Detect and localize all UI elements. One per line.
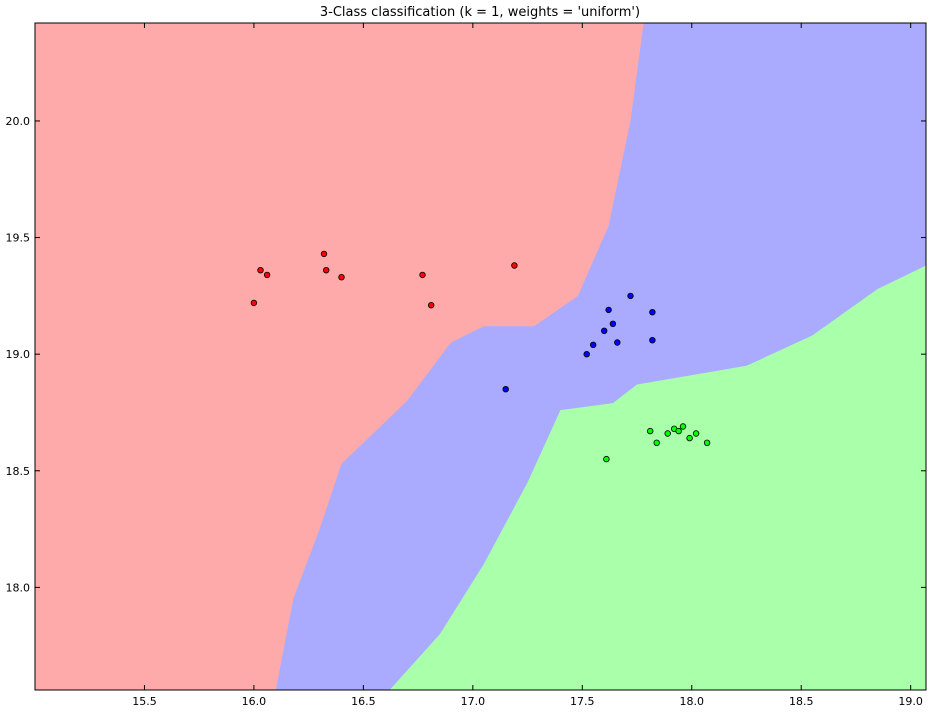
data-point-green [653, 439, 660, 446]
data-point-blue [649, 337, 656, 344]
x-tick-label: 18.5 [789, 695, 814, 708]
data-point-red [320, 250, 328, 258]
data-point-blue [627, 292, 634, 300]
chart-title: 3-Class classification (k = 1, weights =… [320, 5, 640, 20]
y-axis: 18.0 18.5 19.0 19.5 20.0 [6, 115, 926, 594]
data-point-blue [605, 306, 612, 314]
data-point-green [679, 423, 687, 430]
data-point-blue [614, 339, 621, 346]
x-tick-label: 18.0 [680, 695, 705, 708]
data-point-blue [502, 386, 509, 393]
data-point-blue [583, 351, 590, 358]
data-points [250, 250, 711, 463]
x-axis: 15.5 16.0 16.5 17.0 17.5 18.0 18.5 19.0 [132, 23, 923, 708]
data-point-red [338, 274, 345, 281]
data-point-green [703, 439, 711, 446]
data-point-red [419, 271, 426, 279]
data-point-red [257, 267, 264, 274]
y-tick-label: 19.5 [6, 232, 31, 245]
data-point-blue [601, 327, 608, 334]
data-point-green [664, 430, 671, 437]
data-point-green [647, 427, 654, 435]
y-tick-label: 18.0 [6, 581, 31, 594]
x-tick-label: 17.0 [461, 695, 486, 708]
data-point-red [250, 299, 258, 307]
data-point-green [692, 430, 700, 437]
data-point-red [263, 271, 271, 279]
y-tick-label: 20.0 [6, 115, 31, 128]
x-tick-label: 16.5 [351, 695, 376, 708]
y-tick-label: 19.0 [6, 348, 31, 361]
x-tick-label: 15.5 [132, 695, 157, 708]
data-point-blue [609, 320, 617, 327]
data-point-red [511, 262, 518, 269]
y-tick-label: 18.5 [6, 465, 31, 478]
plot-frame [34, 22, 927, 691]
data-point-green [603, 455, 610, 463]
region-red [35, 23, 644, 690]
data-point-blue [649, 309, 656, 316]
x-tick-label: 19.0 [898, 695, 923, 708]
data-point-green [686, 434, 693, 442]
x-tick-label: 17.5 [570, 695, 595, 708]
x-tick-label: 16.0 [242, 695, 267, 708]
region-green [389, 265, 926, 690]
data-point-red [428, 302, 435, 309]
decision-regions [35, 23, 926, 690]
data-point-red [323, 267, 330, 274]
data-point-green [675, 427, 682, 435]
data-point-blue [590, 341, 597, 348]
